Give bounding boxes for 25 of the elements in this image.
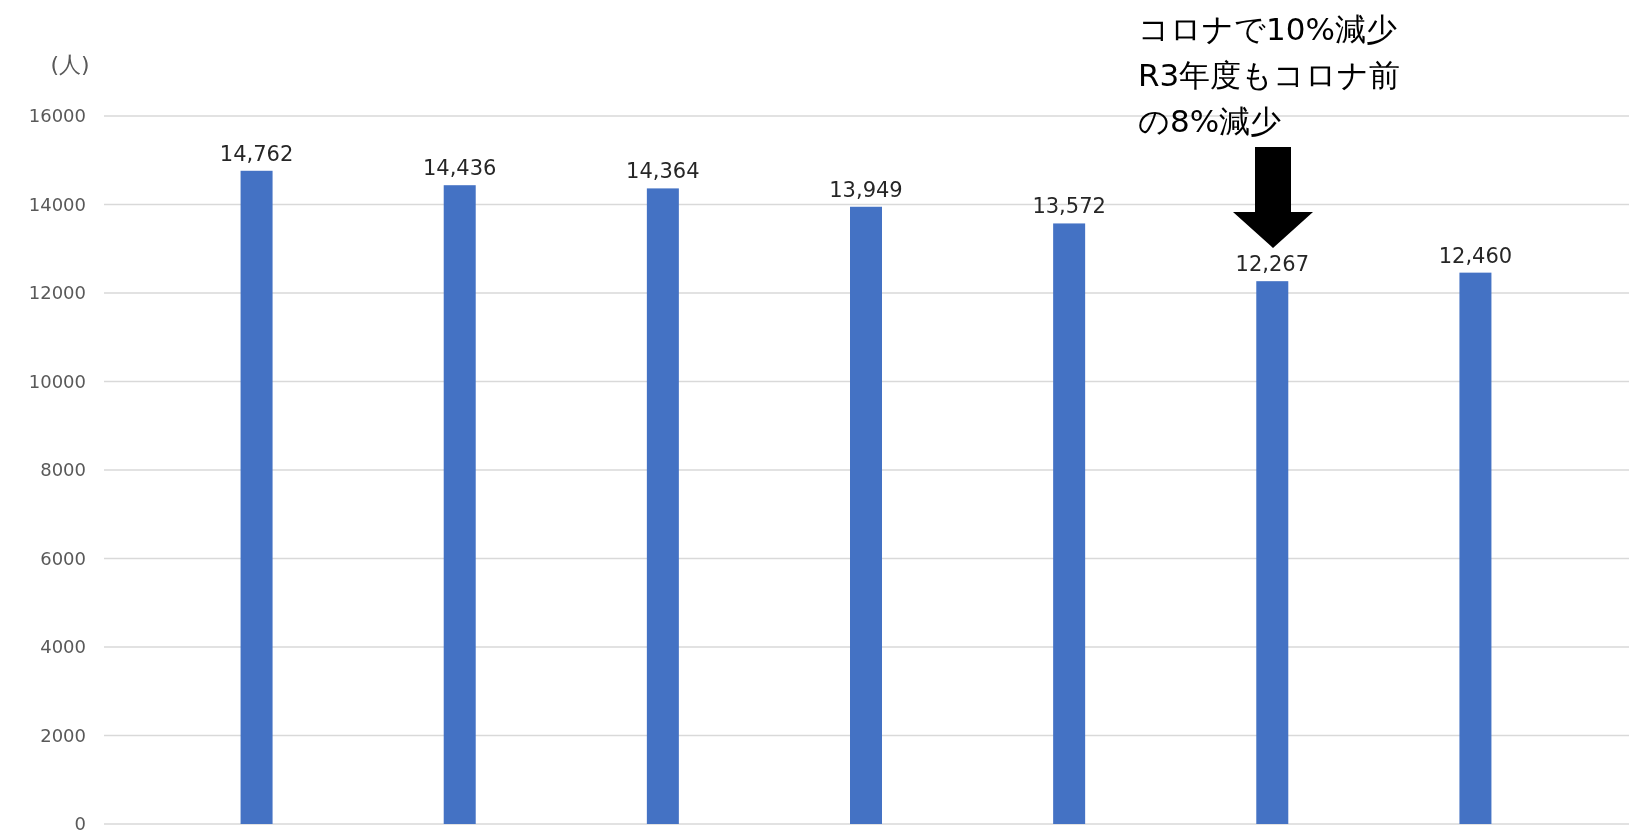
data-label: 13,572	[1032, 194, 1106, 219]
data-label: 14,436	[422, 156, 497, 181]
data-label: 12,460	[1438, 243, 1513, 268]
bar	[1053, 223, 1086, 824]
data-label: 12,267	[1235, 252, 1310, 277]
data-label: 14,762	[219, 141, 294, 166]
y-tick-label: 10000	[28, 370, 86, 392]
y-tick-label: 12000	[28, 282, 86, 304]
y-tick-label: 4000	[40, 636, 86, 658]
bar	[240, 170, 273, 824]
bar	[443, 185, 476, 824]
data-label: 14,364	[626, 159, 700, 184]
bar	[1459, 272, 1492, 824]
y-tick-label: 0	[74, 813, 86, 835]
bar	[1256, 281, 1289, 824]
bar	[850, 206, 882, 824]
data-label: 13,949	[829, 177, 903, 202]
y-axis-title: (人)	[50, 52, 90, 77]
bar	[646, 188, 679, 824]
y-tick-label: 16000	[28, 105, 86, 127]
y-tick-label: 14000	[28, 193, 86, 215]
y-tick-label: 2000	[40, 724, 86, 746]
y-tick-label: 6000	[40, 547, 86, 569]
y-tick-label: 8000	[40, 459, 86, 481]
annotation: コロナで10%減少R3年度もコロナ前の8%減少	[1138, 11, 1401, 139]
